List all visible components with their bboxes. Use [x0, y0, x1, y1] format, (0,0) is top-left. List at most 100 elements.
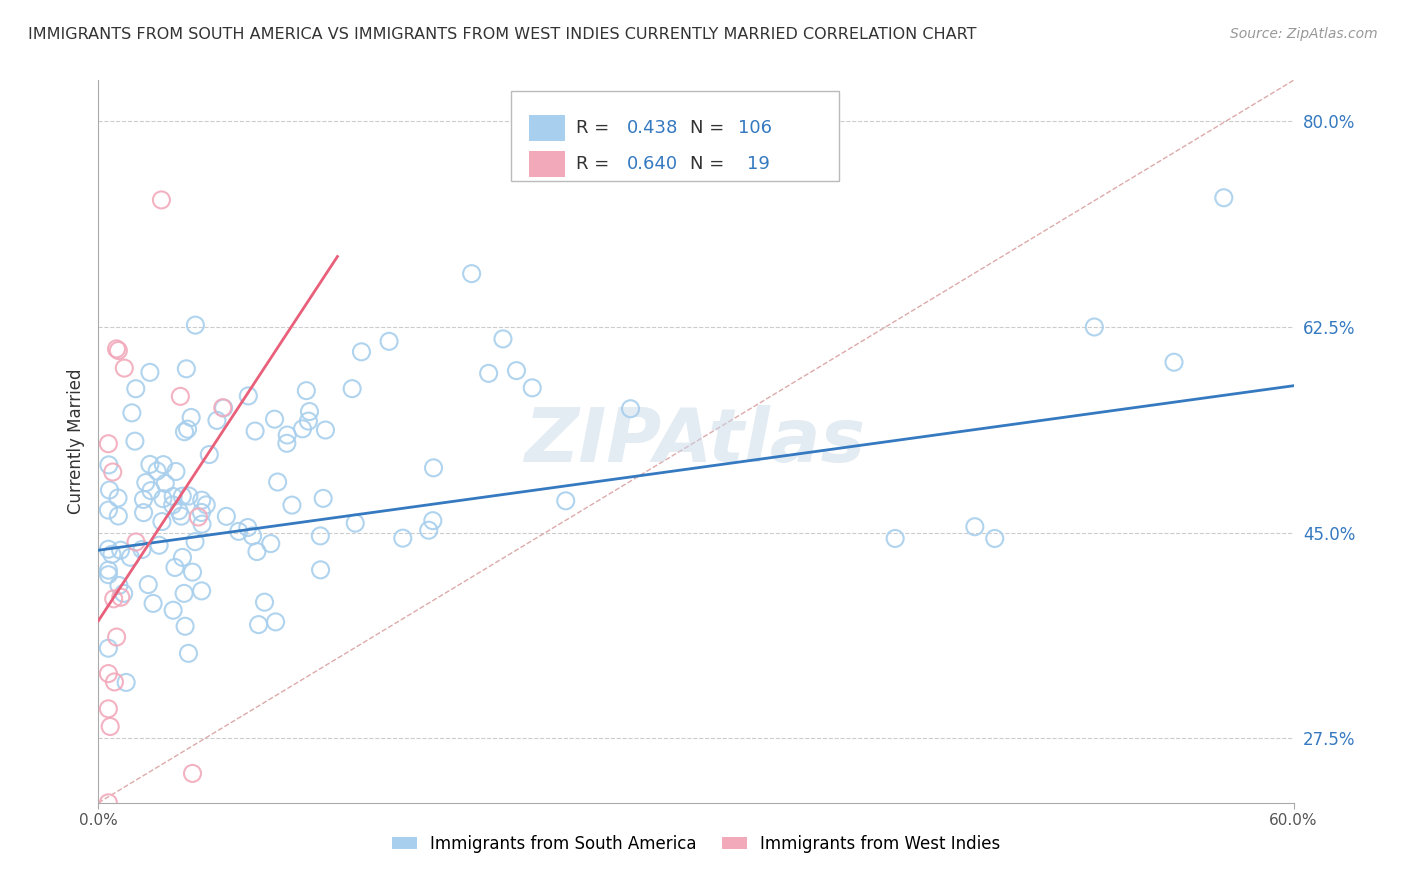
Point [190, 506, 212, 520]
Point [121, 406, 143, 420]
Point [181, 766, 204, 780]
Point [1083, 320, 1105, 334]
Point [1212, 191, 1234, 205]
Point [247, 617, 270, 632]
Point [97, 458, 120, 472]
Text: N =: N = [690, 154, 735, 173]
Point [228, 524, 250, 539]
Point [136, 577, 159, 591]
Point [309, 529, 332, 543]
Point [139, 365, 162, 379]
Point [238, 389, 260, 403]
Point [139, 458, 162, 472]
Point [105, 630, 128, 644]
Point [314, 423, 336, 437]
Point [276, 428, 298, 442]
Point [110, 591, 132, 605]
Point [139, 483, 162, 498]
Point [107, 508, 129, 523]
Point [98, 719, 121, 733]
Point [142, 596, 165, 610]
Point [1163, 355, 1185, 369]
Point [350, 344, 373, 359]
Point [173, 586, 195, 600]
Point [125, 535, 148, 549]
FancyBboxPatch shape [529, 115, 565, 141]
Point [107, 343, 129, 358]
Point [260, 536, 283, 550]
Point [264, 615, 287, 629]
Point [132, 506, 155, 520]
Text: N =: N = [690, 119, 730, 136]
Point [180, 410, 202, 425]
Point [242, 529, 264, 543]
Point [963, 519, 986, 533]
Point [281, 498, 304, 512]
Point [97, 666, 120, 681]
Point [422, 460, 444, 475]
Point [163, 560, 186, 574]
Point [131, 542, 153, 557]
Y-axis label: Currently Married: Currently Married [66, 368, 84, 515]
Point [191, 517, 214, 532]
Legend: Immigrants from South America, Immigrants from West Indies: Immigrants from South America, Immigrant… [385, 828, 1007, 860]
Point [165, 465, 187, 479]
Point [115, 675, 138, 690]
Point [884, 532, 907, 546]
FancyBboxPatch shape [510, 91, 839, 181]
Point [297, 414, 319, 428]
Point [174, 619, 197, 633]
Point [190, 583, 212, 598]
Point [172, 489, 194, 503]
Point [312, 491, 335, 506]
Point [243, 424, 266, 438]
Point [105, 342, 128, 356]
Point [146, 464, 169, 478]
Point [110, 543, 132, 558]
Point [619, 401, 641, 416]
Point [291, 422, 314, 436]
Point [108, 578, 131, 592]
Point [184, 318, 207, 333]
Point [103, 591, 125, 606]
Point [492, 332, 515, 346]
Point [309, 563, 332, 577]
Text: R =: R = [576, 154, 616, 173]
Point [97, 503, 120, 517]
Point [340, 382, 363, 396]
Point [212, 401, 235, 415]
Point [112, 361, 135, 376]
Point [107, 491, 129, 505]
Point [215, 509, 238, 524]
Point [211, 401, 233, 415]
Point [97, 542, 120, 557]
Point [198, 448, 221, 462]
Point [120, 550, 142, 565]
Point [150, 193, 173, 207]
Point [378, 334, 401, 349]
Text: Source: ZipAtlas.com: Source: ZipAtlas.com [1230, 27, 1378, 41]
Point [169, 389, 191, 403]
Text: ZIPAtlas: ZIPAtlas [526, 405, 866, 478]
Text: 106: 106 [738, 119, 772, 136]
Point [422, 514, 444, 528]
Point [124, 434, 146, 449]
Point [246, 544, 269, 558]
Point [135, 475, 157, 490]
Point [253, 595, 276, 609]
Text: R =: R = [576, 119, 616, 136]
Point [176, 361, 198, 376]
Point [205, 413, 228, 427]
Point [984, 532, 1007, 546]
Point [522, 381, 544, 395]
Point [170, 509, 193, 524]
Point [478, 367, 501, 381]
Point [101, 547, 124, 561]
Point [97, 641, 120, 656]
Point [97, 796, 120, 810]
Point [125, 382, 148, 396]
Point [554, 493, 576, 508]
Point [101, 465, 124, 479]
Point [162, 603, 184, 617]
Point [177, 489, 200, 503]
